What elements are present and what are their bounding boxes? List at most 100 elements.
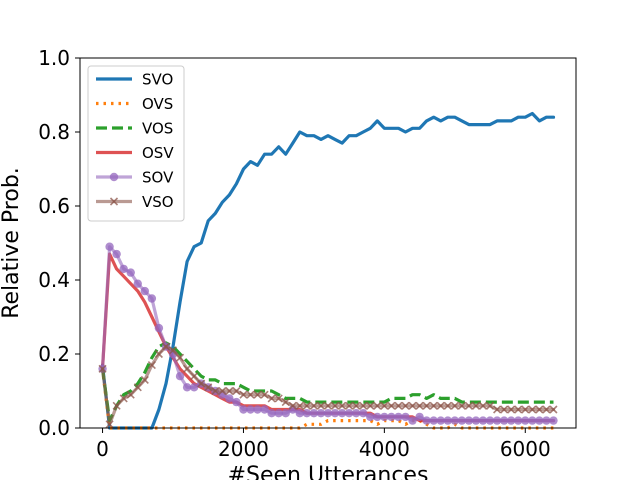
y-tick-label: 0.4 bbox=[38, 268, 70, 292]
series-sov-point bbox=[337, 409, 347, 418]
series-vso-point bbox=[422, 401, 431, 410]
series-sov-point bbox=[549, 416, 558, 425]
series-sov-point bbox=[380, 412, 389, 422]
legend-item-vso-point bbox=[109, 197, 119, 206]
plot-frame bbox=[79, 57, 577, 429]
series-sov-point bbox=[401, 412, 410, 422]
series-vso-point bbox=[401, 401, 410, 410]
series-vso-point bbox=[147, 361, 156, 370]
series-sov-point bbox=[260, 405, 269, 414]
series-vso-point bbox=[471, 401, 481, 410]
series-sov-point bbox=[133, 279, 142, 288]
series-vso-point bbox=[450, 401, 459, 410]
series-vso bbox=[98, 342, 558, 429]
series-sov-point bbox=[443, 416, 452, 425]
series-vso-point bbox=[260, 390, 269, 399]
series-sov-point bbox=[478, 416, 488, 425]
series-vso-point bbox=[225, 386, 234, 396]
series-vso-point bbox=[366, 401, 375, 410]
series-vso-point bbox=[253, 390, 262, 399]
series-sov-point bbox=[126, 268, 135, 277]
series-sov-point bbox=[521, 416, 530, 425]
series-sov-point bbox=[154, 323, 164, 333]
series-sov-point bbox=[373, 412, 382, 422]
series-vso-point bbox=[352, 401, 361, 410]
series-vso-point bbox=[288, 401, 297, 410]
series-sov-point bbox=[394, 412, 403, 422]
series-vso-point bbox=[281, 398, 290, 407]
series-vso-point bbox=[295, 401, 304, 410]
series-vso-point bbox=[168, 346, 178, 355]
series-sov-point bbox=[274, 409, 283, 418]
series-vso-point bbox=[387, 401, 396, 410]
x-tick-label: 6000 bbox=[500, 437, 551, 461]
series-vso-point bbox=[408, 401, 417, 410]
series-vso-point bbox=[119, 394, 128, 403]
series-sov-point bbox=[281, 409, 290, 418]
series-vso-point bbox=[126, 390, 135, 399]
legend-item-sov: SOV bbox=[96, 169, 174, 187]
series-vso-point bbox=[197, 379, 206, 388]
x-axis: 0 2000 4000 6000 bbox=[96, 428, 551, 461]
y-tick-label: 0.6 bbox=[38, 194, 70, 218]
series-vso-point bbox=[316, 401, 326, 410]
series-sov-point bbox=[323, 409, 333, 418]
series-vso-point bbox=[373, 401, 382, 410]
series-vso-point bbox=[267, 394, 276, 403]
series-vso-point bbox=[274, 394, 283, 403]
series-sov-point bbox=[471, 416, 481, 425]
series-sov-point bbox=[436, 416, 445, 425]
series-sov-point bbox=[147, 294, 157, 303]
series-vso-point bbox=[457, 401, 466, 410]
series-sov-point bbox=[253, 405, 262, 414]
series-vso-point bbox=[161, 342, 171, 351]
series-vso-point bbox=[309, 401, 318, 410]
series-sov-point bbox=[415, 412, 424, 422]
series-sov-point bbox=[267, 409, 276, 418]
series-vso-point bbox=[493, 405, 502, 414]
series-vso-point bbox=[415, 401, 424, 410]
series-sov-point bbox=[535, 416, 544, 425]
series-sov-point bbox=[464, 416, 474, 425]
series-sov-point bbox=[457, 416, 467, 425]
series-vso-point bbox=[380, 401, 389, 410]
series-vso-point bbox=[485, 401, 495, 410]
series-vso-point bbox=[478, 401, 488, 410]
y-tick-label: 0.2 bbox=[38, 342, 70, 366]
legend-item-svo: SVO bbox=[96, 71, 173, 89]
series-sov-point bbox=[239, 405, 248, 414]
series-vso-point bbox=[500, 405, 509, 414]
series-sov-point bbox=[429, 416, 438, 425]
series-sov bbox=[98, 242, 558, 425]
series-vso-point bbox=[190, 372, 199, 381]
series-sov-point bbox=[140, 286, 150, 296]
series-sov-point bbox=[112, 249, 121, 259]
series-vso-point bbox=[443, 401, 452, 410]
series-sov-point bbox=[105, 242, 114, 251]
series-sov-point bbox=[387, 412, 396, 422]
legend-item-sov-point bbox=[109, 172, 119, 182]
legend-item-vos-label: VOS bbox=[142, 120, 173, 138]
series-svo-line bbox=[100, 111, 556, 430]
legend-item-vos: VOS bbox=[96, 120, 173, 138]
series-vso-point bbox=[429, 401, 438, 410]
series-sov-point bbox=[302, 409, 312, 418]
series-vso-point bbox=[338, 401, 347, 410]
series-sov-point bbox=[344, 409, 354, 418]
series-sov-point bbox=[450, 416, 460, 425]
series-sov-point bbox=[492, 416, 502, 425]
series-vso-point bbox=[211, 386, 220, 396]
series-vso-point bbox=[246, 390, 255, 399]
legend-item-vso: VSO bbox=[96, 193, 174, 211]
series-vso-point bbox=[359, 401, 368, 410]
y-axis: 0.0 0.2 0.4 0.6 0.8 1.0 bbox=[38, 46, 80, 440]
series-vos-line bbox=[100, 341, 554, 423]
series-vso-point bbox=[323, 401, 333, 410]
series-vos bbox=[100, 341, 554, 423]
series-sov-point bbox=[499, 416, 509, 425]
series-sov-point bbox=[422, 416, 431, 425]
series-svo bbox=[100, 111, 556, 430]
x-axis-title: #Seen Utterances bbox=[228, 463, 429, 480]
series-vso-point bbox=[542, 405, 551, 414]
